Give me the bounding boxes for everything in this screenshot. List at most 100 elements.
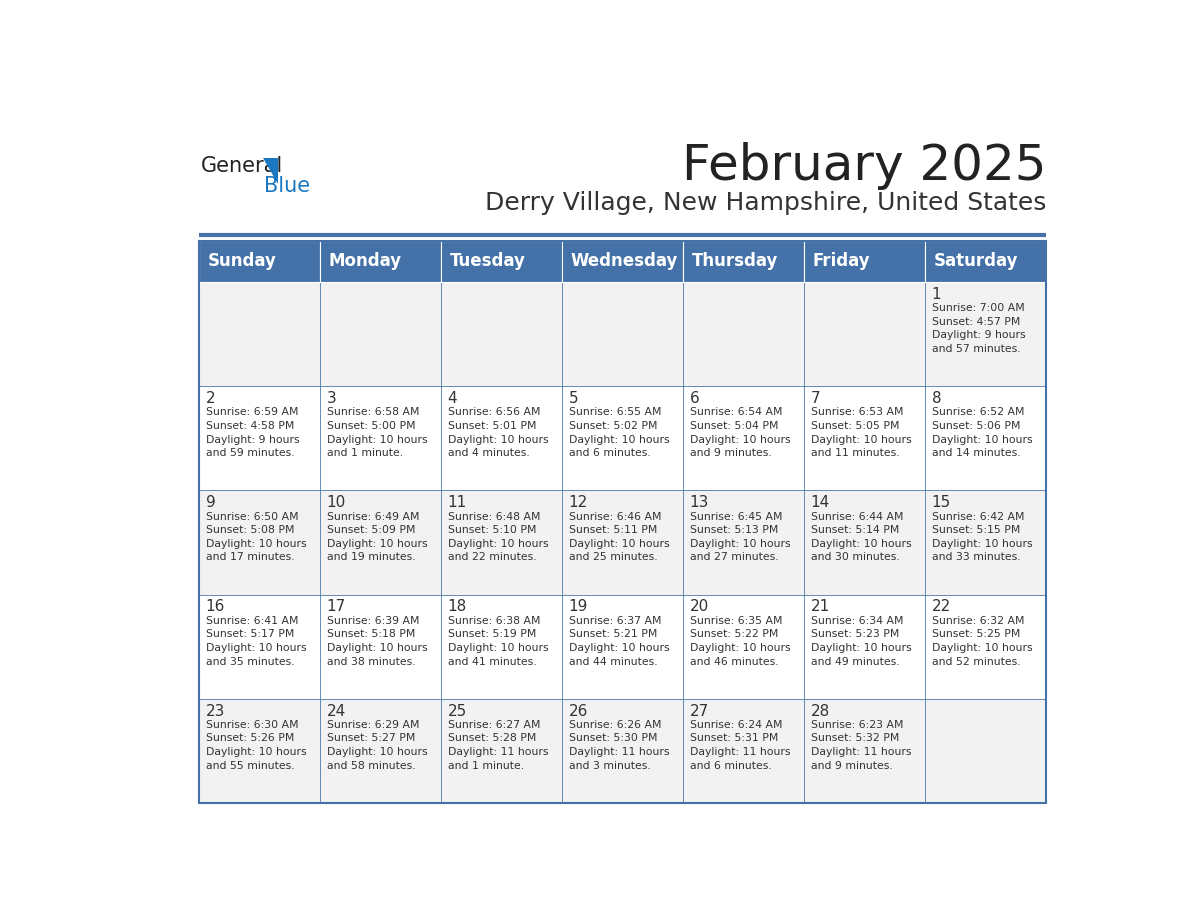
Text: Sunrise: 6:58 AM
Sunset: 5:00 PM
Daylight: 10 hours
and 1 minute.: Sunrise: 6:58 AM Sunset: 5:00 PM Dayligh… <box>327 408 428 458</box>
Bar <box>200 699 320 803</box>
Text: Sunrise: 6:27 AM
Sunset: 5:28 PM
Daylight: 11 hours
and 1 minute.: Sunrise: 6:27 AM Sunset: 5:28 PM Dayligh… <box>448 720 548 771</box>
Text: Tuesday: Tuesday <box>449 252 525 271</box>
Text: Sunrise: 6:46 AM
Sunset: 5:11 PM
Daylight: 10 hours
and 25 minutes.: Sunrise: 6:46 AM Sunset: 5:11 PM Dayligh… <box>569 511 669 563</box>
Text: Sunrise: 6:42 AM
Sunset: 5:15 PM
Daylight: 10 hours
and 33 minutes.: Sunrise: 6:42 AM Sunset: 5:15 PM Dayligh… <box>931 511 1032 563</box>
Text: 27: 27 <box>689 703 709 719</box>
Text: Sunrise: 6:26 AM
Sunset: 5:30 PM
Daylight: 11 hours
and 3 minutes.: Sunrise: 6:26 AM Sunset: 5:30 PM Dayligh… <box>569 720 669 771</box>
Bar <box>683 595 804 699</box>
Text: Sunrise: 6:48 AM
Sunset: 5:10 PM
Daylight: 10 hours
and 22 minutes.: Sunrise: 6:48 AM Sunset: 5:10 PM Dayligh… <box>448 511 548 563</box>
Text: February 2025: February 2025 <box>682 142 1047 190</box>
Text: Sunrise: 6:50 AM
Sunset: 5:08 PM
Daylight: 10 hours
and 17 minutes.: Sunrise: 6:50 AM Sunset: 5:08 PM Dayligh… <box>206 511 307 563</box>
Text: 5: 5 <box>569 391 579 406</box>
Bar <box>804 241 925 282</box>
Bar <box>562 282 683 386</box>
Text: 21: 21 <box>810 599 830 614</box>
Text: Sunrise: 6:39 AM
Sunset: 5:18 PM
Daylight: 10 hours
and 38 minutes.: Sunrise: 6:39 AM Sunset: 5:18 PM Dayligh… <box>327 616 428 666</box>
Text: Sunrise: 6:55 AM
Sunset: 5:02 PM
Daylight: 10 hours
and 6 minutes.: Sunrise: 6:55 AM Sunset: 5:02 PM Dayligh… <box>569 408 669 458</box>
Text: 24: 24 <box>327 703 346 719</box>
Text: 17: 17 <box>327 599 346 614</box>
Text: Sunrise: 6:52 AM
Sunset: 5:06 PM
Daylight: 10 hours
and 14 minutes.: Sunrise: 6:52 AM Sunset: 5:06 PM Dayligh… <box>931 408 1032 458</box>
Bar <box>683 490 804 595</box>
Bar <box>320 699 441 803</box>
Bar <box>200 282 320 386</box>
Bar <box>562 595 683 699</box>
Bar <box>804 282 925 386</box>
Bar <box>804 386 925 490</box>
Text: 12: 12 <box>569 495 588 510</box>
Text: Derry Village, New Hampshire, United States: Derry Village, New Hampshire, United Sta… <box>485 192 1047 216</box>
Bar <box>804 699 925 803</box>
Text: 16: 16 <box>206 599 225 614</box>
Text: 7: 7 <box>810 391 820 406</box>
Text: Sunrise: 6:49 AM
Sunset: 5:09 PM
Daylight: 10 hours
and 19 minutes.: Sunrise: 6:49 AM Sunset: 5:09 PM Dayligh… <box>327 511 428 563</box>
Bar <box>683 699 804 803</box>
Bar <box>925 490 1047 595</box>
Bar <box>804 490 925 595</box>
Text: Thursday: Thursday <box>691 252 778 271</box>
Text: 19: 19 <box>569 599 588 614</box>
Text: Sunrise: 7:00 AM
Sunset: 4:57 PM
Daylight: 9 hours
and 57 minutes.: Sunrise: 7:00 AM Sunset: 4:57 PM Dayligh… <box>931 303 1025 354</box>
Bar <box>441 241 562 282</box>
Text: Monday: Monday <box>329 252 402 271</box>
Bar <box>200 241 320 282</box>
Text: 13: 13 <box>689 495 709 510</box>
Text: Sunrise: 6:30 AM
Sunset: 5:26 PM
Daylight: 10 hours
and 55 minutes.: Sunrise: 6:30 AM Sunset: 5:26 PM Dayligh… <box>206 720 307 771</box>
Text: Sunrise: 6:24 AM
Sunset: 5:31 PM
Daylight: 11 hours
and 6 minutes.: Sunrise: 6:24 AM Sunset: 5:31 PM Dayligh… <box>689 720 790 771</box>
Bar <box>562 386 683 490</box>
Text: 20: 20 <box>689 599 709 614</box>
Bar <box>320 386 441 490</box>
Text: Sunrise: 6:35 AM
Sunset: 5:22 PM
Daylight: 10 hours
and 46 minutes.: Sunrise: 6:35 AM Sunset: 5:22 PM Dayligh… <box>689 616 790 666</box>
Text: 11: 11 <box>448 495 467 510</box>
Text: Sunrise: 6:56 AM
Sunset: 5:01 PM
Daylight: 10 hours
and 4 minutes.: Sunrise: 6:56 AM Sunset: 5:01 PM Dayligh… <box>448 408 548 458</box>
Text: 9: 9 <box>206 495 215 510</box>
Text: Sunrise: 6:37 AM
Sunset: 5:21 PM
Daylight: 10 hours
and 44 minutes.: Sunrise: 6:37 AM Sunset: 5:21 PM Dayligh… <box>569 616 669 666</box>
Text: 6: 6 <box>689 391 700 406</box>
Bar <box>562 490 683 595</box>
Bar <box>925 595 1047 699</box>
Text: 22: 22 <box>931 599 950 614</box>
Bar <box>925 699 1047 803</box>
Bar <box>441 699 562 803</box>
Polygon shape <box>263 158 278 185</box>
Text: Sunrise: 6:59 AM
Sunset: 4:58 PM
Daylight: 9 hours
and 59 minutes.: Sunrise: 6:59 AM Sunset: 4:58 PM Dayligh… <box>206 408 299 458</box>
Text: Sunrise: 6:53 AM
Sunset: 5:05 PM
Daylight: 10 hours
and 11 minutes.: Sunrise: 6:53 AM Sunset: 5:05 PM Dayligh… <box>810 408 911 458</box>
Text: Friday: Friday <box>813 252 871 271</box>
Bar <box>562 241 683 282</box>
Text: Sunrise: 6:44 AM
Sunset: 5:14 PM
Daylight: 10 hours
and 30 minutes.: Sunrise: 6:44 AM Sunset: 5:14 PM Dayligh… <box>810 511 911 563</box>
Text: Saturday: Saturday <box>934 252 1018 271</box>
Bar <box>200 490 320 595</box>
Bar <box>804 595 925 699</box>
Text: Sunrise: 6:32 AM
Sunset: 5:25 PM
Daylight: 10 hours
and 52 minutes.: Sunrise: 6:32 AM Sunset: 5:25 PM Dayligh… <box>931 616 1032 666</box>
Bar <box>925 386 1047 490</box>
Text: Sunrise: 6:34 AM
Sunset: 5:23 PM
Daylight: 10 hours
and 49 minutes.: Sunrise: 6:34 AM Sunset: 5:23 PM Dayligh… <box>810 616 911 666</box>
Text: General: General <box>201 156 283 176</box>
Bar <box>200 386 320 490</box>
Bar <box>320 241 441 282</box>
Bar <box>683 386 804 490</box>
Bar <box>925 241 1047 282</box>
Text: Wednesday: Wednesday <box>570 252 678 271</box>
Text: Sunrise: 6:54 AM
Sunset: 5:04 PM
Daylight: 10 hours
and 9 minutes.: Sunrise: 6:54 AM Sunset: 5:04 PM Dayligh… <box>689 408 790 458</box>
Text: 25: 25 <box>448 703 467 719</box>
Text: 28: 28 <box>810 703 830 719</box>
Text: Sunrise: 6:23 AM
Sunset: 5:32 PM
Daylight: 11 hours
and 9 minutes.: Sunrise: 6:23 AM Sunset: 5:32 PM Dayligh… <box>810 720 911 771</box>
Bar <box>200 241 1047 803</box>
Bar <box>200 595 320 699</box>
Text: 15: 15 <box>931 495 950 510</box>
Text: Sunrise: 6:41 AM
Sunset: 5:17 PM
Daylight: 10 hours
and 35 minutes.: Sunrise: 6:41 AM Sunset: 5:17 PM Dayligh… <box>206 616 307 666</box>
Text: Blue: Blue <box>264 176 310 196</box>
Text: 4: 4 <box>448 391 457 406</box>
Bar <box>562 699 683 803</box>
Text: 1: 1 <box>931 286 941 302</box>
Bar <box>925 282 1047 386</box>
Text: 26: 26 <box>569 703 588 719</box>
Bar <box>441 490 562 595</box>
Text: 3: 3 <box>327 391 336 406</box>
Bar <box>320 282 441 386</box>
Text: Sunrise: 6:29 AM
Sunset: 5:27 PM
Daylight: 10 hours
and 58 minutes.: Sunrise: 6:29 AM Sunset: 5:27 PM Dayligh… <box>327 720 428 771</box>
Text: Sunrise: 6:38 AM
Sunset: 5:19 PM
Daylight: 10 hours
and 41 minutes.: Sunrise: 6:38 AM Sunset: 5:19 PM Dayligh… <box>448 616 548 666</box>
Text: Sunrise: 6:45 AM
Sunset: 5:13 PM
Daylight: 10 hours
and 27 minutes.: Sunrise: 6:45 AM Sunset: 5:13 PM Dayligh… <box>689 511 790 563</box>
Text: 2: 2 <box>206 391 215 406</box>
Bar <box>320 595 441 699</box>
Bar <box>441 595 562 699</box>
